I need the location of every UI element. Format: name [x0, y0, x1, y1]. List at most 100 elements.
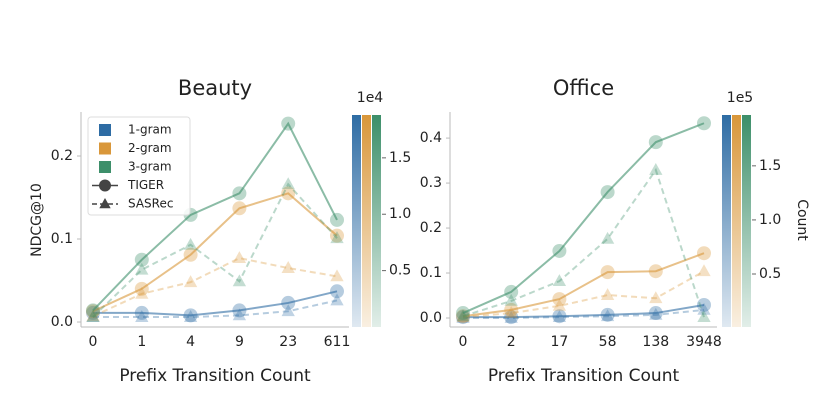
- point: [86, 303, 100, 318]
- colorbar-strip: [372, 115, 381, 327]
- point: [600, 288, 615, 300]
- point: [86, 309, 100, 322]
- colorbar-offset: 1e5: [727, 90, 753, 106]
- point: [183, 247, 198, 262]
- y-tick-label: 0.2: [420, 220, 442, 236]
- point: [600, 307, 615, 322]
- point: [86, 310, 100, 322]
- series-line: [92, 121, 338, 312]
- x-tick-label: 0: [89, 334, 98, 350]
- series-line: [462, 167, 705, 318]
- point: [552, 292, 567, 307]
- point: [697, 310, 711, 323]
- x-tick-label: 17: [550, 334, 568, 350]
- point: [504, 293, 518, 306]
- legend-marker: [99, 198, 111, 209]
- y-tick-label: 0.2: [51, 148, 73, 164]
- point: [281, 261, 295, 273]
- y-tick-label: 0.3: [420, 175, 442, 191]
- point: [183, 308, 198, 323]
- point: [649, 307, 663, 320]
- series-line: [92, 182, 338, 318]
- point: [697, 116, 711, 131]
- x-tick-label: 2: [507, 334, 516, 350]
- point: [552, 243, 567, 258]
- colorbar-strip: [732, 115, 741, 327]
- legend-label: 1-gram: [128, 123, 172, 137]
- legend-label: 3-gram: [128, 160, 172, 174]
- point: [232, 274, 247, 287]
- point: [281, 295, 296, 310]
- colorbar-strip: [742, 115, 751, 327]
- point: [649, 291, 663, 304]
- point: [330, 228, 344, 243]
- point: [456, 306, 470, 321]
- colorbar-label: Count: [794, 199, 810, 241]
- point: [504, 284, 519, 299]
- colorbar-tick-label: 1.5: [759, 158, 781, 174]
- y-tick-label: 0.0: [51, 314, 73, 330]
- x-axis-label: Prefix Transition Count: [119, 366, 311, 386]
- point: [648, 264, 663, 279]
- series-line: [92, 192, 338, 313]
- y-tick-label: 0.1: [420, 265, 442, 281]
- x-tick-label: 138: [642, 334, 669, 350]
- colorbar-tick-label: 0.5: [389, 263, 411, 279]
- point: [504, 311, 518, 323]
- legend-label: 2-gram: [128, 141, 172, 155]
- point: [134, 281, 149, 296]
- point: [504, 306, 518, 318]
- series-line: [93, 290, 338, 317]
- legend-swatch: [99, 161, 111, 173]
- point: [183, 275, 198, 288]
- x-tick-label: 58: [599, 334, 617, 350]
- colorbar-strip: [722, 115, 731, 327]
- point: [552, 310, 567, 323]
- chart-title: Office: [553, 76, 614, 100]
- point: [552, 274, 567, 287]
- point: [135, 310, 149, 322]
- series-line: [462, 252, 705, 318]
- point: [281, 116, 296, 131]
- point: [456, 311, 470, 323]
- point: [456, 310, 470, 323]
- x-tick-label: 611: [324, 334, 351, 350]
- legend-box: [87, 116, 191, 216]
- series-line: [93, 299, 338, 319]
- point: [330, 212, 344, 227]
- x-tick-label: 23: [279, 334, 297, 350]
- point: [600, 231, 615, 244]
- point: [134, 305, 149, 320]
- point: [232, 251, 247, 264]
- point: [135, 262, 149, 275]
- series-line: [463, 303, 705, 319]
- colorbar-tick-label: 1.5: [389, 150, 411, 166]
- point: [281, 177, 295, 190]
- point: [232, 303, 247, 318]
- legend-label: SASRec: [128, 197, 173, 211]
- point: [330, 284, 344, 299]
- y-tick-label: 0.4: [420, 130, 442, 146]
- legend-marker: [99, 179, 111, 192]
- y-tick-label: 0.1: [51, 231, 73, 247]
- point: [697, 246, 711, 261]
- point: [86, 310, 100, 322]
- point: [135, 286, 149, 299]
- colorbar-tick-label: 1.0: [389, 206, 411, 222]
- series-line: [462, 270, 705, 319]
- chart-title: Beauty: [178, 76, 252, 100]
- point: [330, 269, 344, 282]
- colorbar-tick-label: 0.5: [759, 266, 781, 282]
- x-axis-label: Prefix Transition Count: [488, 366, 680, 386]
- point: [183, 237, 198, 250]
- legend-label: TIGER: [127, 178, 164, 192]
- legend-swatch: [99, 142, 111, 155]
- legend-swatch: [99, 124, 111, 136]
- x-tick-label: 0: [459, 334, 468, 350]
- point: [552, 309, 567, 324]
- point: [134, 252, 149, 267]
- colorbar-strip: [362, 115, 371, 327]
- colorbar-tick-label: 1.0: [759, 212, 781, 228]
- point: [456, 309, 470, 324]
